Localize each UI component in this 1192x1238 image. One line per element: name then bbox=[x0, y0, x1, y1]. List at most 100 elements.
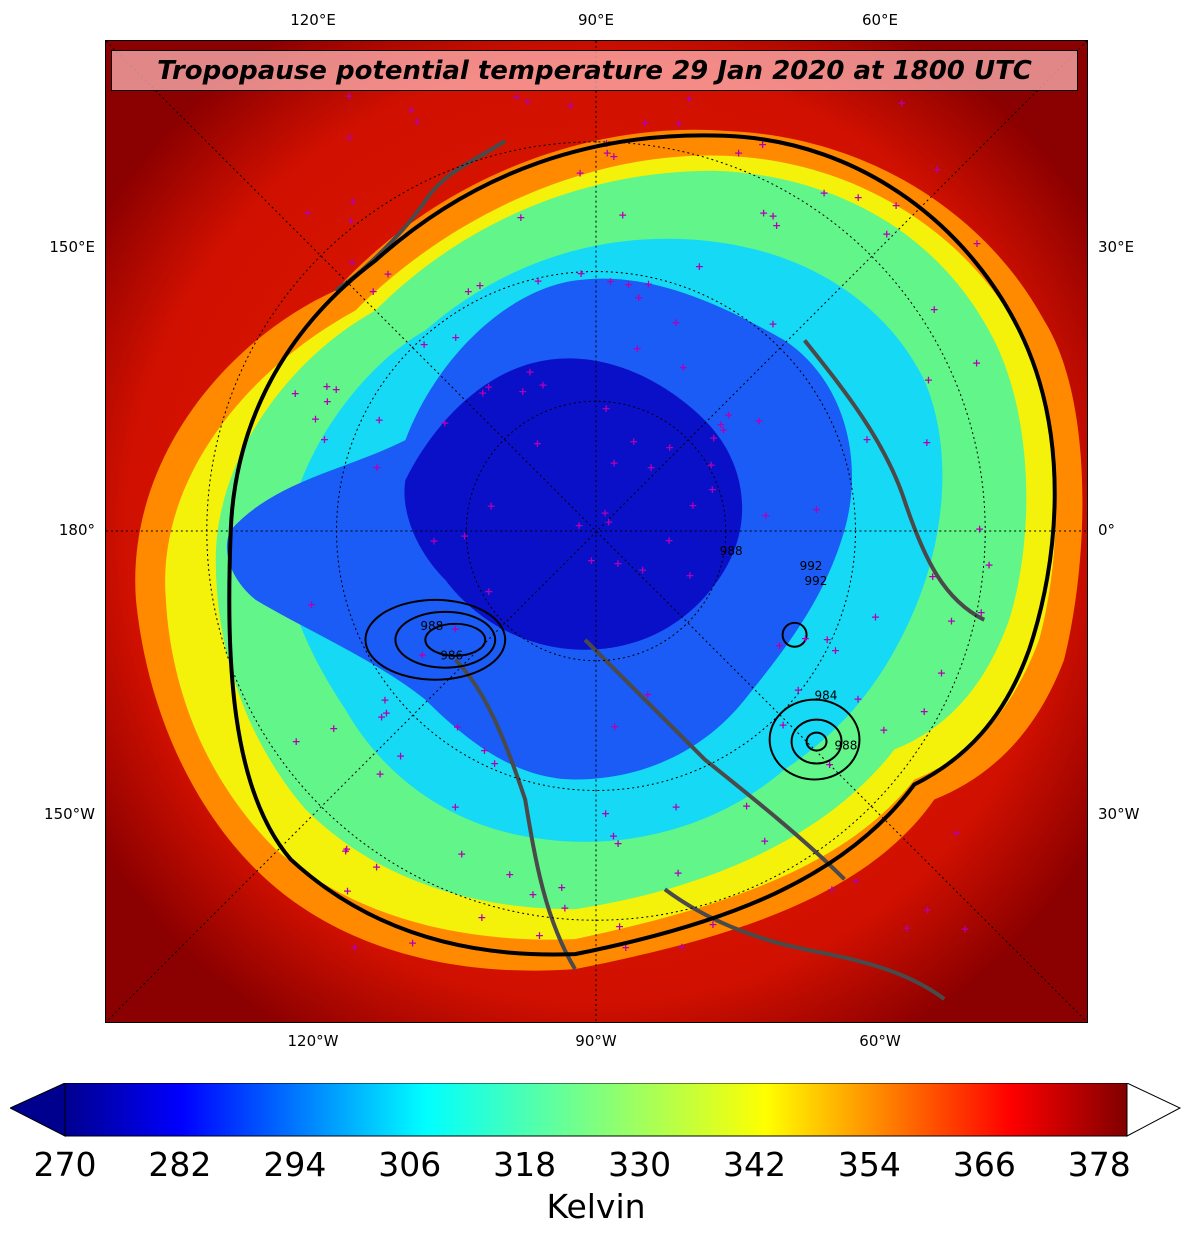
station-marker: + bbox=[292, 735, 301, 748]
station-marker: + bbox=[621, 941, 630, 954]
station-marker: + bbox=[695, 260, 704, 273]
station-marker: + bbox=[615, 920, 624, 933]
station-marker: + bbox=[977, 606, 986, 619]
station-marker: + bbox=[719, 424, 728, 437]
colorbar-max-extension bbox=[1126, 1083, 1182, 1137]
station-marker: + bbox=[291, 387, 300, 400]
station-marker: + bbox=[372, 860, 381, 873]
station-marker: + bbox=[871, 610, 880, 623]
station-marker: + bbox=[516, 211, 525, 224]
station-marker: + bbox=[902, 921, 911, 934]
station-marker: + bbox=[772, 219, 781, 232]
colorbar-tick-label: 270 bbox=[33, 1145, 97, 1184]
station-marker: + bbox=[587, 554, 596, 567]
station-marker: + bbox=[457, 847, 466, 860]
station-marker: + bbox=[879, 724, 888, 737]
lon-label-bottom-1: 120°W bbox=[287, 1032, 339, 1050]
station-marker: + bbox=[851, 874, 860, 887]
station-marker: + bbox=[677, 940, 686, 953]
station-marker: + bbox=[348, 256, 357, 269]
station-marker: + bbox=[665, 534, 674, 547]
station-marker: + bbox=[343, 884, 352, 897]
station-marker: + bbox=[575, 167, 584, 180]
station-marker: + bbox=[932, 163, 941, 176]
colorbar-tick-label: 282 bbox=[148, 1145, 212, 1184]
colorbar-tick-label: 354 bbox=[837, 1145, 901, 1184]
lon-label-top-2: 90°E bbox=[577, 11, 615, 29]
graticule bbox=[106, 41, 1087, 1022]
lon-label-left-1: 150°E bbox=[49, 238, 95, 256]
station-marker: + bbox=[708, 918, 717, 931]
station-marker: + bbox=[629, 435, 638, 448]
map-title: Tropopause potential temperature 29 Jan … bbox=[111, 50, 1078, 91]
station-marker: + bbox=[665, 441, 674, 454]
pressure-contours bbox=[364, 598, 861, 781]
station-marker: + bbox=[323, 395, 332, 408]
colorbar-min-extension bbox=[10, 1083, 66, 1137]
station-marker: + bbox=[560, 902, 569, 915]
station-marker: + bbox=[453, 721, 462, 734]
colorbar-title: Kelvin bbox=[546, 1187, 646, 1226]
station-marker: + bbox=[604, 516, 613, 529]
station-marker: + bbox=[307, 598, 316, 611]
map-panel: 988 992 992 988 986 984 988 + + + + + + + + + + + + + + + + + +… bbox=[105, 40, 1088, 1023]
station-marker: + bbox=[518, 385, 527, 398]
station-marker: + bbox=[535, 929, 544, 942]
station-marker: + bbox=[322, 380, 331, 393]
station-marker: + bbox=[478, 387, 487, 400]
station-marker: + bbox=[937, 666, 946, 679]
station-marker: + bbox=[624, 278, 633, 291]
station-marker: + bbox=[420, 338, 429, 351]
station-marker: + bbox=[408, 936, 417, 949]
station-marker: + bbox=[633, 342, 642, 355]
lon-label-right-1: 30°E bbox=[1098, 238, 1135, 256]
colorbar-tick-label: 378 bbox=[1067, 1145, 1131, 1184]
station-marker: + bbox=[644, 277, 653, 290]
lon-label-bottom-2: 90°W bbox=[575, 1032, 617, 1050]
station-marker: + bbox=[684, 92, 693, 105]
station-marker: + bbox=[575, 519, 584, 532]
station-marker: + bbox=[332, 383, 341, 396]
station-marker: + bbox=[638, 563, 647, 576]
station-markers: + + + + + + + + + + + + + + + + + + + + + + + + + + + + + + + + + + + + + + + +… bbox=[291, 72, 994, 954]
station-marker: + bbox=[412, 115, 421, 128]
station-marker: + bbox=[759, 206, 768, 219]
station-marker: + bbox=[342, 843, 351, 856]
station-marker: + bbox=[972, 237, 981, 250]
station-marker: + bbox=[768, 318, 777, 331]
station-marker: + bbox=[647, 461, 656, 474]
station-marker: + bbox=[613, 837, 622, 850]
station-marker: + bbox=[825, 758, 834, 771]
lon-label-bottom-3: 60°W bbox=[859, 1032, 901, 1050]
station-marker: + bbox=[707, 458, 716, 471]
station-marker: + bbox=[382, 707, 391, 720]
station-marker: + bbox=[823, 633, 832, 646]
station-marker: + bbox=[451, 800, 460, 813]
station-marker: + bbox=[601, 807, 610, 820]
station-marker: + bbox=[975, 523, 984, 536]
station-marker: + bbox=[634, 291, 643, 304]
station-marker: + bbox=[512, 90, 521, 103]
deep-blue-region bbox=[404, 358, 743, 650]
station-marker: + bbox=[407, 104, 416, 117]
station-marker: + bbox=[345, 131, 354, 144]
station-marker: + bbox=[952, 827, 961, 840]
station-marker: + bbox=[897, 96, 906, 109]
station-marker: + bbox=[831, 644, 840, 657]
station-marker: + bbox=[601, 506, 610, 519]
station-marker: + bbox=[761, 509, 770, 522]
station-marker: + bbox=[534, 274, 543, 287]
station-marker: + bbox=[311, 413, 320, 426]
station-marker: + bbox=[923, 903, 932, 916]
contour-label: 992 bbox=[800, 559, 823, 573]
lon-label-right-2: 0° bbox=[1098, 521, 1116, 539]
station-marker: + bbox=[960, 923, 969, 936]
station-marker: + bbox=[538, 378, 547, 391]
station-marker: + bbox=[609, 457, 618, 470]
station-marker: + bbox=[924, 373, 933, 386]
station-marker: + bbox=[525, 366, 534, 379]
station-marker: + bbox=[601, 402, 610, 415]
station-marker: + bbox=[609, 150, 618, 163]
station-marker: + bbox=[674, 117, 683, 130]
